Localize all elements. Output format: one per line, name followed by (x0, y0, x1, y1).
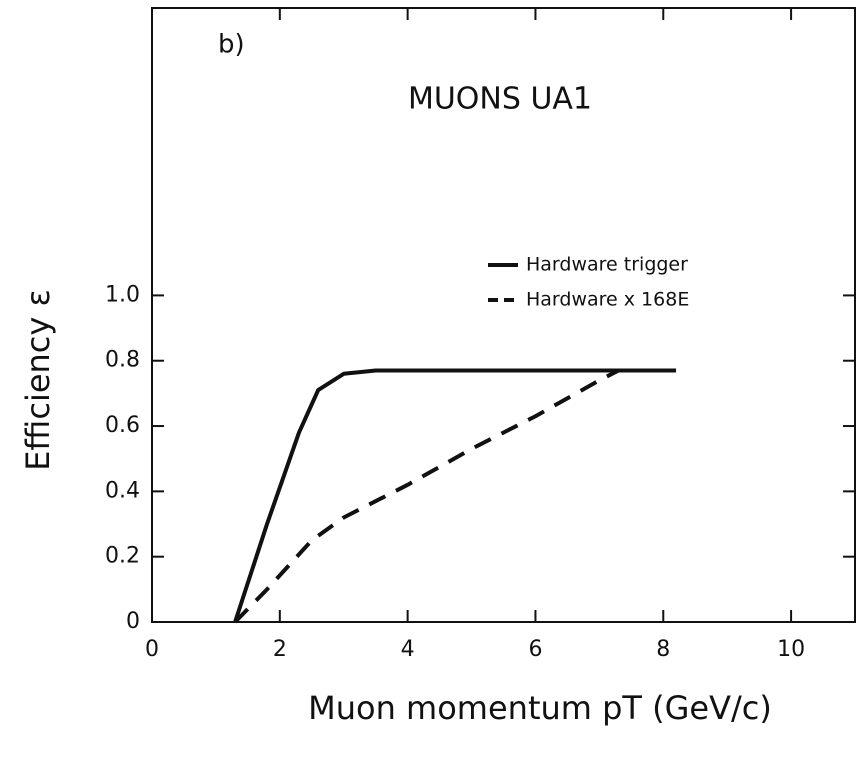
x-tick-label: 4 (401, 637, 415, 662)
plot-frame (151, 7, 856, 623)
line-series (233, 368, 677, 623)
legend-label: Hardware trigger (526, 254, 688, 276)
y-tick-label: 0.6 (105, 413, 140, 438)
x-tick-label: 6 (528, 637, 542, 662)
y-tick-label: 0.4 (105, 478, 140, 503)
x-tick-label: 8 (656, 637, 670, 662)
line-series (233, 368, 620, 624)
y-tick-label: 1.0 (105, 282, 140, 307)
x-axis-label: Muon momentum pT (GeV/c) (308, 689, 772, 727)
x-tick-label: 10 (777, 637, 805, 662)
y-axis-label: Efficiency ε (19, 289, 57, 471)
chart-title: MUONS UA1 (408, 82, 592, 117)
y-tick-label: 0 (126, 609, 140, 634)
legend-label: Hardware x 168E (526, 289, 689, 311)
annotation: b) (218, 30, 245, 60)
x-tick-label: 0 (145, 637, 159, 662)
x-tick-label: 2 (273, 637, 287, 662)
y-tick-label: 0.2 (105, 544, 140, 569)
y-tick-label: 0.8 (105, 348, 140, 373)
